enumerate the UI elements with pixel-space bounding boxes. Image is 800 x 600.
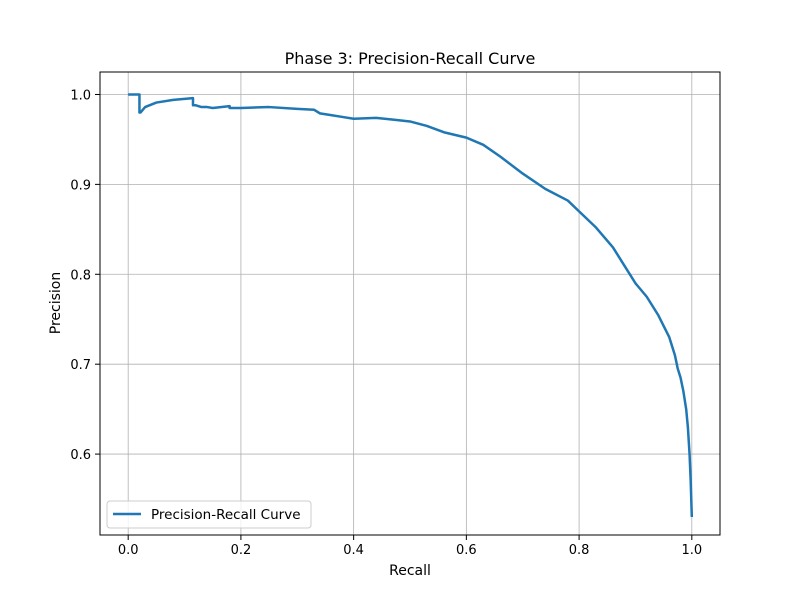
legend: Precision-Recall Curve: [106, 500, 312, 529]
legend-label: Precision-Recall Curve: [151, 507, 301, 523]
x-tick-label: 0.4: [343, 543, 364, 558]
x-tick-label: 1.0: [681, 543, 702, 558]
x-axis-label: Recall: [389, 563, 431, 579]
x-tick-label: 0.0: [118, 543, 139, 558]
chart-title: Phase 3: Precision-Recall Curve: [285, 49, 536, 68]
series-line-precision-recall: [128, 93, 694, 518]
y-tick-label: 0.8: [70, 268, 91, 283]
y-tick-label: 0.6: [70, 448, 91, 463]
y-axis-label: Precision: [48, 272, 64, 334]
grid-lines: [100, 72, 720, 535]
y-tick-label: 1.0: [70, 88, 91, 103]
x-tick-label: 0.8: [569, 543, 590, 558]
legend-box: [106, 500, 312, 529]
y-tick-label: 0.9: [70, 178, 91, 193]
x-tick-label: 0.6: [456, 543, 477, 558]
x-tick-label: 0.2: [231, 543, 252, 558]
plot-area: [100, 72, 720, 535]
y-axis: 0.6 0.7 0.8 0.9 1.0: [70, 88, 100, 463]
y-tick-label: 0.7: [70, 358, 91, 373]
series-layer: [128, 93, 694, 518]
plot-frame: [99, 71, 721, 536]
x-axis: 0.0 0.2 0.4 0.6 0.8 1.0: [118, 535, 702, 558]
